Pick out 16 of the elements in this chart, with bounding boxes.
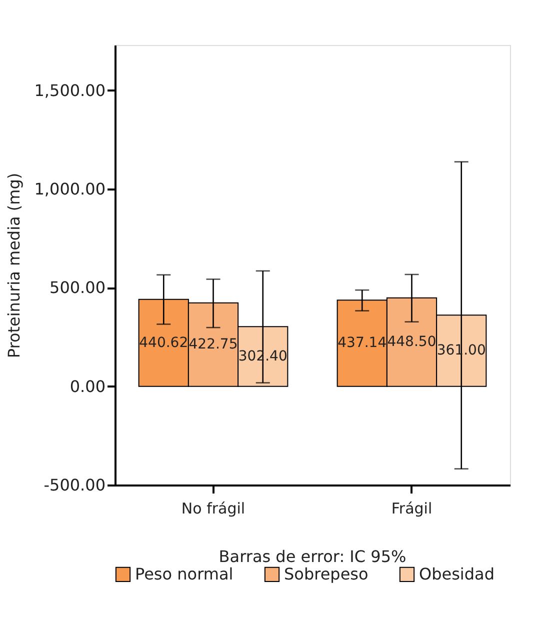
data-label: 437.14 bbox=[338, 335, 387, 352]
y-tick-label: -500.00 bbox=[44, 476, 106, 494]
x-tick-label: No frágil bbox=[181, 500, 246, 518]
x-tick-label: Frágil bbox=[391, 500, 432, 518]
data-label: 448.50 bbox=[387, 334, 436, 350]
data-label: 440.62 bbox=[139, 334, 188, 351]
y-tick-label: 500.00 bbox=[50, 278, 106, 298]
y-tick-label: 1,500.00 bbox=[34, 80, 106, 100]
text: Barras de error: IC 95% bbox=[218, 547, 406, 566]
y-axis-title: Proteinuria media (mg) bbox=[4, 172, 24, 358]
legend-label: Obesidad bbox=[419, 564, 494, 584]
y-tick-label: 0.00 bbox=[70, 376, 106, 396]
data-label: 422.75 bbox=[188, 336, 238, 353]
legend-label: Sobrepeso bbox=[284, 564, 368, 584]
y-tick-label: 1,000.00 bbox=[34, 180, 106, 199]
legend-label: Peso normal bbox=[135, 564, 234, 584]
